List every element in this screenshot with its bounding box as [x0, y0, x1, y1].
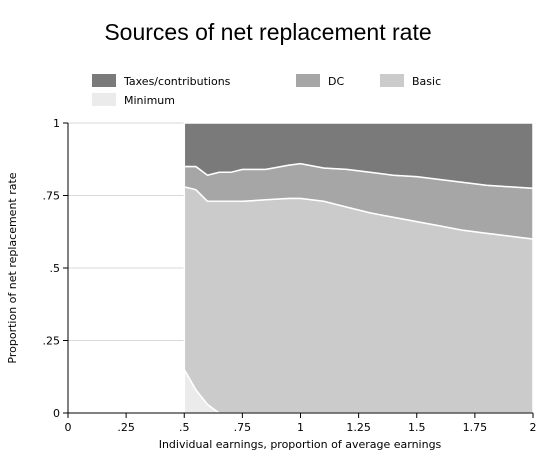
y-tick-label: 1 — [53, 117, 60, 130]
y-tick-label: .25 — [43, 335, 61, 348]
legend-swatch — [380, 74, 404, 87]
legend-label: Minimum — [124, 94, 175, 107]
x-tick-label: 1.75 — [463, 421, 488, 434]
x-tick-label: 1 — [297, 421, 304, 434]
legend: Taxes/contributions DC Basic Minimum — [92, 74, 441, 107]
x-tick-label: 0 — [65, 421, 72, 434]
y-axis-label: Proportion of net replacement rate — [6, 172, 19, 363]
area-taxes-contributions — [183, 122, 534, 190]
axes: 0 .25 .5 .75 1 0 .25 .5 .75 1 1.25 1.5 1.75 2 — [43, 117, 537, 434]
y-tick-label: 0 — [53, 407, 60, 420]
x-tick-label: 1.25 — [346, 421, 371, 434]
legend-label: Basic — [412, 75, 441, 88]
plot-area — [68, 122, 534, 414]
legend-swatch — [296, 74, 320, 87]
legend-swatch — [92, 93, 116, 106]
x-tick-label: 2 — [530, 421, 537, 434]
x-tick-label: .5 — [179, 421, 190, 434]
x-tick-label: .75 — [234, 421, 252, 434]
x-axis-label: Individual earnings, proportion of avera… — [159, 438, 442, 451]
legend-label: Taxes/contributions — [123, 75, 231, 88]
y-tick-label: .5 — [50, 262, 61, 275]
legend-swatch — [92, 74, 116, 87]
chart-title: Sources of net replacement rate — [104, 19, 431, 45]
x-tick-label: .25 — [117, 421, 135, 434]
x-tick-label: 1.5 — [408, 421, 426, 434]
legend-label: DC — [328, 75, 344, 88]
y-tick-label: .75 — [43, 190, 61, 203]
